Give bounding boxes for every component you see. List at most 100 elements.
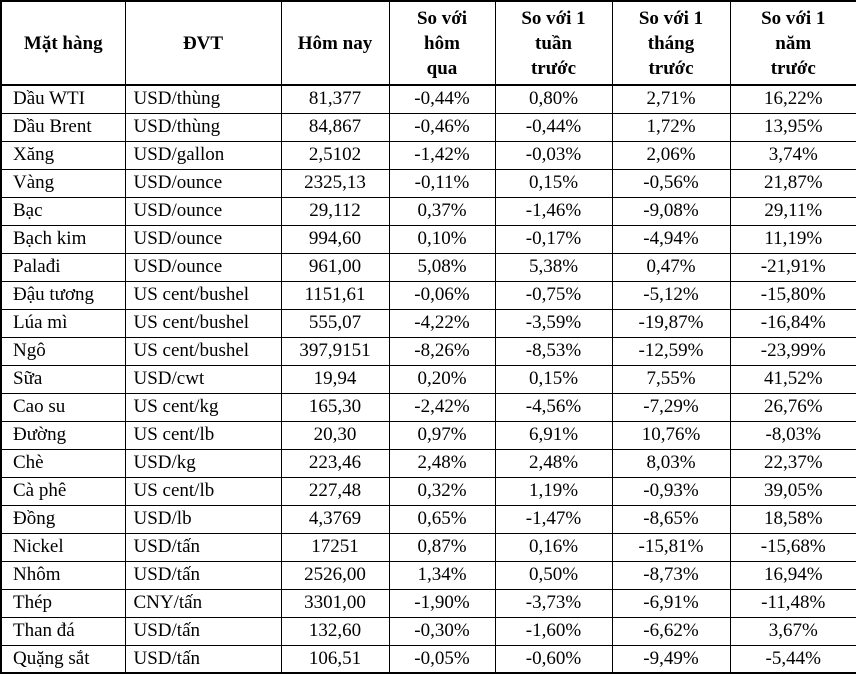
cell-unit: CNY/tấn <box>124 588 282 618</box>
cell-vs_1_year: -15,80% <box>729 280 856 310</box>
cell-vs_yesterday: 0,87% <box>388 532 496 562</box>
cell-vs_1_month: 7,55% <box>611 364 731 394</box>
cell-vs_yesterday: -1,42% <box>388 140 496 170</box>
cell-vs_1_month: -9,49% <box>611 644 731 674</box>
table-row: Cao su US cent/kg 165,30 -2,42% -4,56% -7,29%… <box>0 392 856 422</box>
cell-unit: USD/tấn <box>124 644 282 674</box>
cell-vs_1_month: -5,12% <box>611 280 731 310</box>
cell-today: 106,51 <box>280 644 390 674</box>
table-row: Chè USD/kg 223,46 2,48% 2,48% 8,03% 22,37% <box>0 448 856 478</box>
cell-vs_yesterday: 0,97% <box>388 420 496 450</box>
cell-vs_1_week: -4,56% <box>494 392 613 422</box>
cell-unit: US cent/lb <box>124 420 282 450</box>
table-header: Mặt hàng ĐVT Hôm nay So với hôm qua So với 1… <box>0 0 856 86</box>
table-row: Lúa mì US cent/bushel 555,07 -4,22% -3,59% -1… <box>0 308 856 338</box>
cell-vs_1_year: -16,84% <box>729 308 856 338</box>
cell-unit: USD/tấn <box>124 616 282 646</box>
cell-name: Than đá <box>0 616 126 646</box>
cell-vs_1_year: 39,05% <box>729 476 856 506</box>
cell-vs_1_month: -8,73% <box>611 560 731 590</box>
cell-vs_1_week: 2,48% <box>494 448 613 478</box>
cell-name: Dầu Brent <box>0 112 126 142</box>
cell-vs_1_year: 13,95% <box>729 112 856 142</box>
cell-vs_1_year: -23,99% <box>729 336 856 366</box>
cell-today: 165,30 <box>280 392 390 422</box>
cell-today: 17251 <box>280 532 390 562</box>
cell-name: Chè <box>0 448 126 478</box>
table-row: Bạc USD/ounce 29,112 0,37% -1,46% -9,08% 29,11… <box>0 196 856 226</box>
cell-name: Thép <box>0 588 126 618</box>
cell-vs_1_month: -15,81% <box>611 532 731 562</box>
cell-today: 2526,00 <box>280 560 390 590</box>
cell-today: 132,60 <box>280 616 390 646</box>
cell-today: 29,112 <box>280 196 390 226</box>
cell-today: 555,07 <box>280 308 390 338</box>
cell-vs_1_week: -1,47% <box>494 504 613 534</box>
header-row: Mặt hàng ĐVT Hôm nay So với hôm qua So với 1… <box>0 0 856 86</box>
cell-vs_yesterday: 0,20% <box>388 364 496 394</box>
cell-vs_1_week: -1,60% <box>494 616 613 646</box>
cell-vs_yesterday: 2,48% <box>388 448 496 478</box>
cell-vs_1_week: -3,59% <box>494 308 613 338</box>
cell-vs_1_year: 11,19% <box>729 224 856 254</box>
cell-vs_1_month: -8,65% <box>611 504 731 534</box>
cell-vs_yesterday: 5,08% <box>388 252 496 282</box>
cell-vs_1_year: 26,76% <box>729 392 856 422</box>
cell-unit: USD/thùng <box>124 112 282 142</box>
cell-vs_1_week: -0,60% <box>494 644 613 674</box>
cell-vs_yesterday: 0,32% <box>388 476 496 506</box>
cell-vs_1_week: -0,75% <box>494 280 613 310</box>
cell-name: Đậu tương <box>0 280 126 310</box>
cell-vs_yesterday: -2,42% <box>388 392 496 422</box>
cell-name: Sữa <box>0 364 126 394</box>
column-header-vs_1_year: So với 1 năm trước <box>729 0 856 86</box>
table-row: Sữa USD/cwt 19,94 0,20% 0,15% 7,55% 41,52% <box>0 364 856 394</box>
cell-vs_1_month: -4,94% <box>611 224 731 254</box>
cell-vs_1_year: 16,94% <box>729 560 856 590</box>
cell-unit: USD/cwt <box>124 364 282 394</box>
table-body: Dầu WTI USD/thùng 81,377 -0,44% 0,80% 2,71% 16… <box>0 84 856 674</box>
cell-today: 1151,61 <box>280 280 390 310</box>
column-header-unit: ĐVT <box>124 0 282 86</box>
column-header-vs_1_month: So với 1 tháng trước <box>611 0 731 86</box>
cell-vs_1_year: -21,91% <box>729 252 856 282</box>
cell-today: 994,60 <box>280 224 390 254</box>
cell-today: 961,00 <box>280 252 390 282</box>
cell-vs_1_year: 18,58% <box>729 504 856 534</box>
table-row: Quặng sắt USD/tấn 106,51 -0,05% -0,60% -9,49%… <box>0 644 856 674</box>
cell-vs_yesterday: 0,37% <box>388 196 496 226</box>
table-row: Dầu Brent USD/thùng 84,867 -0,46% -0,44% 1,72… <box>0 112 856 142</box>
cell-vs_1_month: 8,03% <box>611 448 731 478</box>
cell-vs_1_month: -0,56% <box>611 168 731 198</box>
column-header-today: Hôm nay <box>280 0 390 86</box>
table-row: Dầu WTI USD/thùng 81,377 -0,44% 0,80% 2,71% 16… <box>0 84 856 114</box>
cell-vs_yesterday: -0,11% <box>388 168 496 198</box>
cell-name: Nickel <box>0 532 126 562</box>
table-row: Ngô US cent/bushel 397,9151 -8,26% -8,53% -12… <box>0 336 856 366</box>
cell-vs_1_week: 0,16% <box>494 532 613 562</box>
cell-unit: US cent/bushel <box>124 336 282 366</box>
cell-name: Dầu WTI <box>0 84 126 114</box>
cell-vs_yesterday: -0,06% <box>388 280 496 310</box>
column-header-vs_yesterday: So với hôm qua <box>388 0 496 86</box>
column-header-name: Mặt hàng <box>0 0 126 86</box>
cell-name: Vàng <box>0 168 126 198</box>
cell-vs_yesterday: -0,44% <box>388 84 496 114</box>
cell-vs_1_year: 3,74% <box>729 140 856 170</box>
cell-name: Ngô <box>0 336 126 366</box>
cell-today: 20,30 <box>280 420 390 450</box>
cell-vs_1_year: -11,48% <box>729 588 856 618</box>
table-row: Đồng USD/lb 4,3769 0,65% -1,47% -8,65% 18,58% <box>0 504 856 534</box>
cell-unit: US cent/bushel <box>124 308 282 338</box>
cell-vs_1_month: -9,08% <box>611 196 731 226</box>
cell-today: 223,46 <box>280 448 390 478</box>
cell-vs_1_week: -0,03% <box>494 140 613 170</box>
cell-vs_yesterday: -8,26% <box>388 336 496 366</box>
cell-vs_1_week: 0,50% <box>494 560 613 590</box>
cell-today: 397,9151 <box>280 336 390 366</box>
cell-unit: USD/tấn <box>124 532 282 562</box>
table-row: Đậu tương US cent/bushel 1151,61 -0,06% -0,7… <box>0 280 856 310</box>
cell-unit: US cent/kg <box>124 392 282 422</box>
